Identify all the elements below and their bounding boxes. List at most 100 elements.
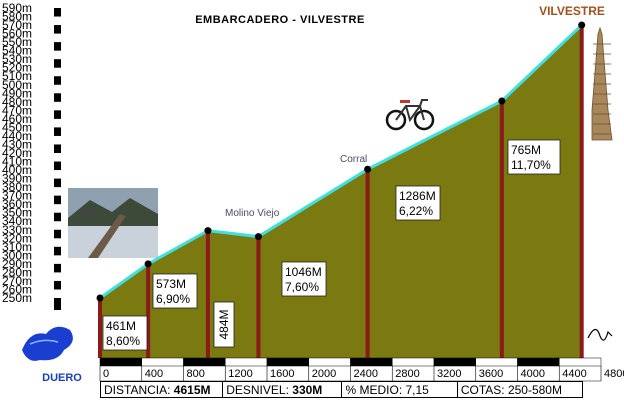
chart-title: EMBARCADERO - VILVESTRE	[195, 14, 365, 26]
y-tick-label: 450m	[2, 120, 32, 134]
y-tick-label: 330m	[2, 223, 32, 237]
distance-label: DISTANCIA:	[104, 383, 171, 397]
x-axis-segment	[517, 357, 560, 367]
segment-pillar	[499, 100, 504, 359]
segment-grade: 6,90%	[156, 292, 190, 306]
segment-grade: 7,60%	[285, 280, 319, 294]
river-icon	[22, 326, 73, 361]
average-grade-label: % MEDIO:	[345, 383, 403, 397]
elevation-point	[498, 97, 506, 105]
segment-grade: 8,60%	[106, 334, 140, 348]
bike-wheel	[385, 109, 407, 131]
y-tick-label: 550m	[2, 35, 32, 49]
photo-hills	[68, 198, 158, 226]
y-tick-label: 410m	[2, 155, 32, 169]
x-axis-segment	[350, 357, 393, 367]
y-axis-segment	[54, 25, 61, 34]
y-axis-segment	[54, 161, 61, 171]
river-shape	[22, 326, 73, 361]
y-tick-label: 260m	[2, 282, 32, 296]
x-tick-label: 800	[187, 368, 205, 380]
y-tick-label: 380m	[2, 180, 32, 194]
place-label: Molino Viejo	[225, 208, 280, 219]
average-grade-value: 7,15	[405, 383, 429, 397]
segment-pillar	[146, 263, 151, 358]
monument-icon	[591, 26, 613, 141]
y-tick-label: 520m	[2, 61, 32, 75]
y-axis-segment	[54, 59, 61, 68]
y-axis-segment	[54, 246, 61, 256]
y-tick-label: 470m	[2, 103, 32, 117]
x-tick-label: 4000	[521, 368, 545, 380]
segment-distance: 1046M	[285, 265, 322, 279]
segment-pillar	[365, 169, 370, 358]
segment-pillar	[256, 236, 261, 358]
y-tick-label: 540m	[2, 44, 32, 58]
segment-grade: 6,22%	[399, 204, 433, 218]
place-label: Corral	[340, 154, 367, 165]
segment-distance: 1286M	[399, 189, 436, 203]
bike-seat	[400, 100, 410, 103]
distance-cell: DISTANCIA: 4615M	[101, 382, 224, 397]
segment-pillar	[205, 230, 210, 358]
segment-label: 484M	[213, 301, 235, 348]
distance-value: 4615M	[173, 383, 211, 397]
y-tick-label: 480m	[2, 95, 32, 109]
y-tick-label: 510m	[2, 69, 32, 83]
river-highlight	[29, 339, 59, 345]
start-label: DUERO	[42, 372, 82, 384]
elevation-point	[254, 233, 262, 241]
x-tick-label: 2800	[395, 368, 419, 380]
x-axis-segment	[141, 357, 184, 367]
y-axis-segment	[54, 8, 61, 17]
y-axis-segment	[54, 229, 61, 239]
segment-label-box	[507, 139, 561, 175]
x-axis-segment	[99, 357, 142, 367]
x-tick-label: 1600	[270, 368, 294, 380]
segment-label-box	[213, 301, 235, 348]
x-tick-label: 4800	[604, 368, 624, 380]
elevation-range-label: COTAS:	[460, 383, 505, 397]
y-tick-label: 350m	[2, 206, 32, 220]
segment-distance: 461M	[106, 319, 136, 333]
y-axis-segment	[54, 93, 61, 102]
elevation-point	[364, 165, 372, 173]
y-axis-segment	[54, 212, 61, 222]
y-axis-segment	[54, 178, 61, 188]
elevation-gain-cell: DESNIVEL: 330M	[223, 382, 343, 397]
segment-distance: 484M	[217, 309, 231, 339]
bicycle-icon	[385, 99, 435, 131]
elevation-gain-label: DESNIVEL:	[226, 383, 289, 397]
profile-area	[100, 25, 582, 358]
x-axis-segment	[183, 357, 226, 367]
x-tick-label: 1200	[228, 368, 252, 380]
y-axis-segment	[54, 298, 61, 310]
segment-distance: 573M	[156, 277, 186, 291]
segment-label-box	[152, 273, 198, 309]
y-tick-label: 500m	[2, 78, 32, 92]
x-axis-segment	[433, 357, 476, 367]
elevation-range-cell: COTAS: 250-580M	[458, 382, 582, 397]
y-tick-label: 440m	[2, 129, 32, 143]
y-tick-label: 580m	[2, 10, 32, 24]
x-tick-label: 2000	[312, 368, 336, 380]
y-tick-label: 290m	[2, 257, 32, 271]
signature-mark	[587, 328, 613, 341]
segment-pillar	[98, 298, 102, 358]
x-tick-label: 3200	[437, 368, 461, 380]
x-axis-segment	[308, 357, 351, 367]
lake-photo	[68, 188, 158, 258]
segment-label-box	[102, 315, 148, 351]
elevation-gain-value: 330M	[292, 383, 323, 397]
x-tick-label: 2400	[354, 368, 378, 380]
y-axis-segment	[54, 280, 61, 290]
y-tick-label: 320m	[2, 231, 32, 245]
y-tick-label: 280m	[2, 265, 32, 279]
x-tick-label: 400	[145, 368, 163, 380]
segment-pillar	[579, 25, 584, 358]
y-tick-label: 530m	[2, 52, 32, 66]
